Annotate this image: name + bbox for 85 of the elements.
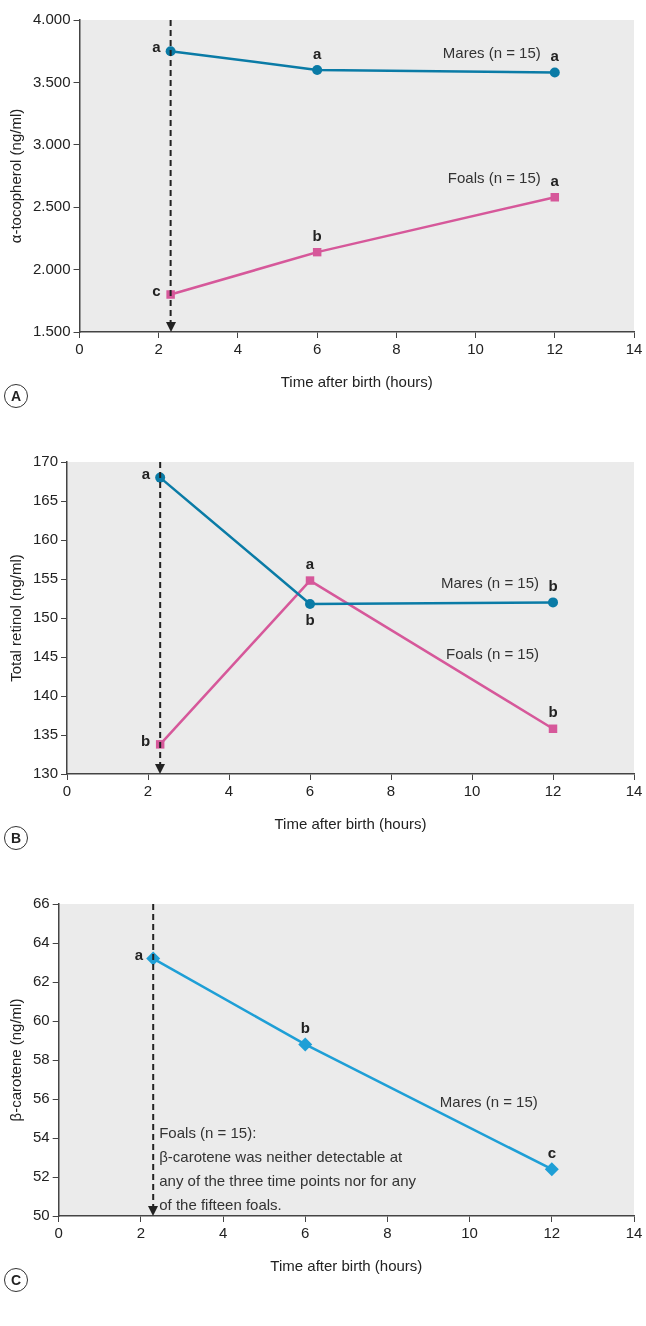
annotation: c	[547, 1143, 556, 1161]
x-tick-label: 12	[546, 340, 564, 358]
y-tick-label: 145	[33, 647, 59, 665]
x-tick-label: 10	[467, 340, 484, 358]
y-tick-label: 66	[33, 894, 50, 912]
x-axis-title: Time after birth (hours)	[274, 815, 427, 833]
y-tick-label: 52	[33, 1167, 50, 1185]
x-tick-label: 0	[62, 782, 72, 800]
x-tick-label: 8	[386, 782, 396, 800]
y-tick-label: 165	[33, 491, 59, 509]
y-tick-label: 60	[33, 1011, 50, 1029]
x-tick-label: 2	[136, 1224, 146, 1242]
y-tick-label: 58	[33, 1050, 50, 1068]
annotation: b	[305, 610, 315, 628]
annotation: b	[300, 1019, 310, 1037]
y-tick-label: 50	[33, 1206, 50, 1224]
x-tick-label: 10	[461, 1224, 478, 1242]
y-tick-label: 64	[33, 933, 50, 951]
y-tick-label: 140	[33, 686, 59, 704]
y-tick-label: 135	[33, 725, 59, 743]
x-tick-label: 0	[75, 340, 84, 358]
x-tick-label: 10	[463, 782, 481, 800]
annotation: c	[152, 281, 161, 299]
x-tick-label: 4	[233, 340, 243, 358]
text: C	[4, 1268, 28, 1292]
annotation: b	[548, 703, 558, 721]
series-label: Foals (n = 15)	[447, 169, 541, 187]
x-tick-label: 12	[544, 782, 562, 800]
y-axis-title: β-carotene (ng/ml)	[7, 998, 25, 1122]
annotation: Foals (n = 15): β-carotene was neither detectable at any of the three time points nor for any of the fifteen foals.	[159, 1124, 417, 1213]
y-tick-label: 2.500	[32, 197, 71, 215]
annotation: a	[305, 555, 315, 573]
x-tick-label: 14	[625, 1224, 643, 1242]
y-tick-label: 3.000	[32, 134, 71, 152]
y-tick-label: 160	[33, 530, 59, 548]
point	[548, 597, 558, 608]
series-label: Mares (n = 15)	[441, 574, 539, 592]
point	[312, 64, 323, 75]
series-label: Mares (n = 15)	[442, 44, 541, 62]
annotation: a	[550, 171, 560, 189]
annotation: b	[141, 731, 151, 749]
y-tick-label: 62	[33, 972, 50, 990]
x-tick-label: 8	[383, 1224, 392, 1242]
annotation: a	[141, 464, 151, 482]
y-axis-title: α-tocopherol (ng/ml)	[7, 108, 25, 244]
annotation: a	[134, 945, 144, 963]
y-tick-label: 3.500	[32, 72, 71, 90]
annotation: b	[312, 226, 322, 244]
annotation: a	[152, 38, 162, 56]
y-tick-label: 150	[33, 608, 59, 626]
x-tick-label: 2	[143, 782, 153, 800]
y-tick-label: 170	[33, 452, 59, 470]
series-label: Mares (n = 15)	[439, 1093, 538, 1111]
x-tick-label: 14	[625, 782, 643, 800]
point	[298, 1037, 313, 1052]
annotation: a	[312, 44, 322, 62]
y-tick-label: 130	[33, 764, 59, 782]
x-tick-label: 2	[154, 340, 163, 358]
x-tick-label: 8	[392, 340, 401, 358]
x-tick-label: 14	[625, 340, 643, 358]
x-tick-label: 4	[224, 782, 234, 800]
y-tick-label: 155	[33, 569, 59, 587]
point	[549, 67, 560, 78]
x-axis-title: Time after birth (hours)	[280, 373, 433, 391]
text: A	[4, 384, 28, 408]
y-tick-label: 1.500	[32, 322, 71, 340]
x-axis-title: Time after birth (hours)	[270, 1257, 423, 1275]
text: B	[4, 826, 28, 850]
y-tick-label: 56	[33, 1089, 50, 1107]
y-axis-title: Total retinol (ng/ml)	[7, 554, 25, 682]
y-tick-label: 2.000	[32, 259, 71, 277]
x-tick-label: 6	[305, 782, 315, 800]
point	[305, 576, 315, 585]
x-tick-label: 12	[543, 1224, 561, 1242]
y-tick-label: 4.000	[32, 10, 71, 28]
x-tick-label: 6	[301, 1224, 310, 1242]
x-tick-label: 6	[312, 340, 322, 358]
annotation: a	[550, 47, 560, 65]
y-tick-label: 54	[33, 1128, 50, 1146]
x-tick-label: 4	[218, 1224, 228, 1242]
point	[544, 1162, 559, 1177]
series-label: Foals (n = 15)	[446, 644, 539, 662]
annotation: b	[548, 577, 558, 595]
x-tick-label: 0	[54, 1224, 63, 1242]
point	[305, 598, 316, 609]
